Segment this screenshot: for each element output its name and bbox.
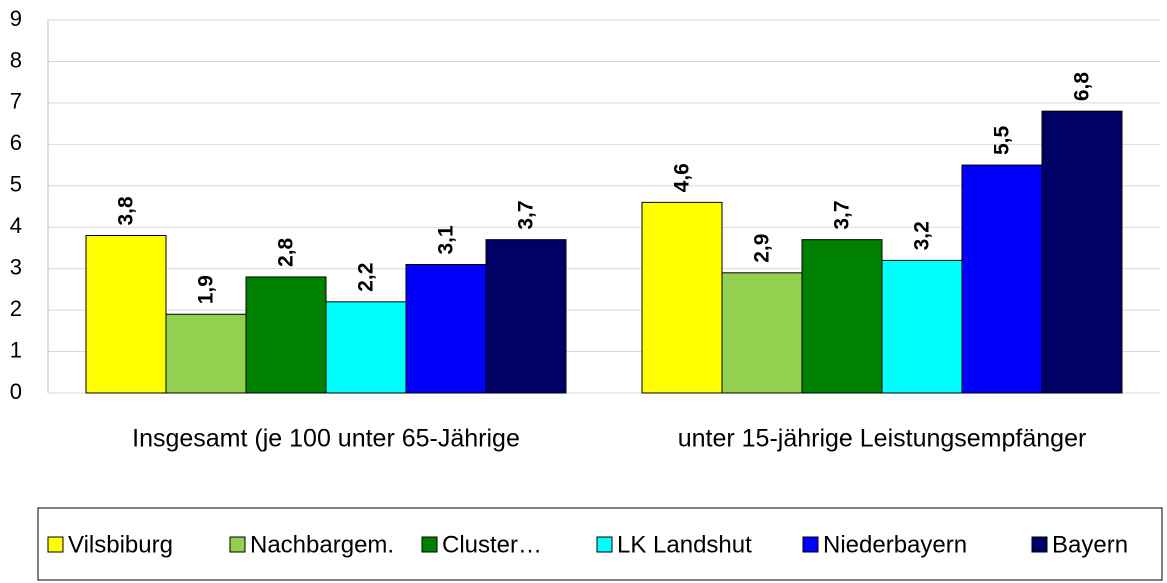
legend-label: Nachbargem.: [250, 531, 394, 558]
y-tick-label: 4: [10, 213, 22, 238]
bar: [961, 164, 1043, 394]
data-label: 3,8: [115, 196, 138, 226]
legend-swatch: [421, 536, 438, 553]
legend-box: [37, 507, 1163, 581]
bar: [485, 239, 567, 394]
data-label: 1,9: [195, 275, 218, 304]
data-label: 3,2: [911, 221, 934, 250]
data-label: 2,9: [751, 234, 774, 263]
legend-label: Niederbayern: [823, 531, 967, 558]
y-tick-label: 6: [10, 130, 22, 155]
data-label: 3,7: [515, 200, 538, 229]
bar: [641, 201, 723, 394]
bar: [801, 239, 883, 394]
legend-swatch: [1031, 536, 1048, 553]
y-tick-label: 1: [10, 337, 22, 362]
legend-swatch: [229, 536, 246, 553]
data-label: 3,7: [831, 200, 854, 229]
data-label: 6,8: [1071, 72, 1094, 102]
data-label: 4,6: [671, 163, 694, 192]
data-label: 3,1: [435, 225, 458, 255]
legend-label: Bayern: [1052, 531, 1128, 558]
x-tick-label: Insgesamt (je 100 unter 65-Jährige: [132, 425, 520, 453]
bar: [721, 272, 803, 394]
x-tick-label: unter 15-jährige Leistungsempfänger: [678, 425, 1087, 453]
legend-label: Vilsbiburg: [68, 531, 173, 558]
y-tick-label: 0: [10, 379, 22, 404]
bar: [881, 259, 963, 394]
bar: [1041, 110, 1123, 394]
y-tick-label: 5: [10, 172, 22, 197]
y-tick-label: 2: [10, 296, 22, 321]
legend-label: LK Landshut: [617, 531, 752, 558]
data-label: 5,5: [991, 126, 1014, 156]
legend-swatch: [802, 536, 819, 553]
y-tick-label: 8: [10, 47, 22, 72]
data-label: 2,8: [275, 237, 298, 267]
bar: [85, 235, 167, 394]
bar: [405, 264, 487, 394]
y-tick-label: 3: [10, 254, 22, 279]
bar: [245, 276, 327, 394]
y-tick-label: 9: [10, 6, 22, 31]
legend-swatch: [596, 536, 613, 553]
bar: [325, 301, 407, 394]
y-tick-label: 7: [10, 89, 22, 114]
bar: [165, 313, 247, 394]
legend-swatch: [47, 536, 64, 553]
data-label: 2,2: [355, 263, 378, 292]
legend-label: Cluster…: [442, 531, 542, 558]
